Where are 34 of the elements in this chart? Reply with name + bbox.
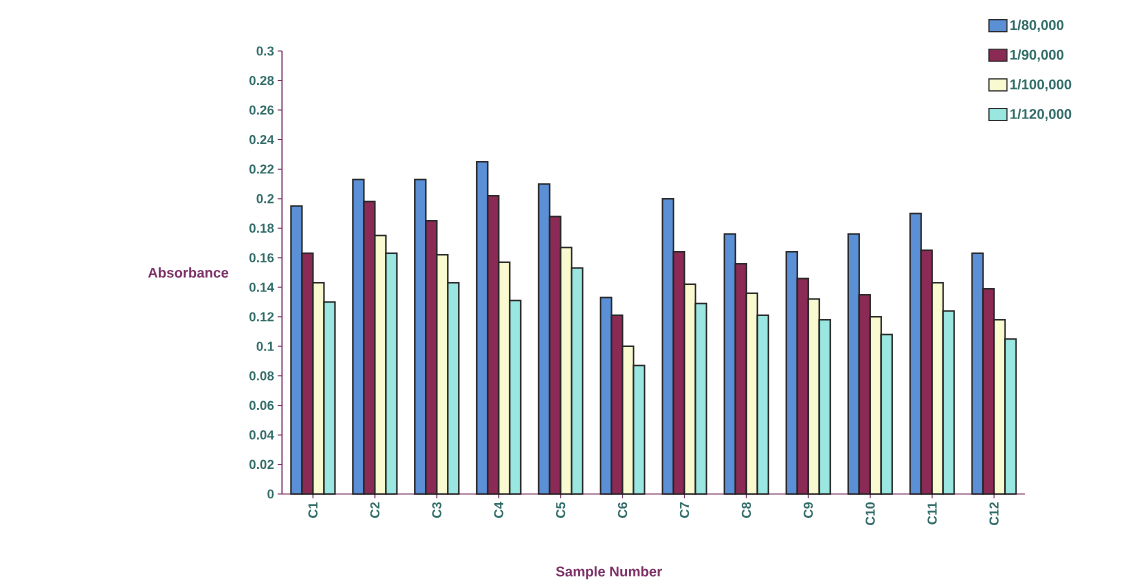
- x-tick-label: C4: [494, 501, 504, 518]
- y-tick-label: 0.08: [249, 371, 274, 381]
- y-tick-label: 0.06: [249, 400, 274, 410]
- x-tick-label: C10: [865, 502, 875, 526]
- x-axis-title: Sample Number: [556, 566, 662, 580]
- x-tick-label: C8: [741, 502, 751, 518]
- y-tick-label: 0.04: [249, 430, 275, 440]
- y-tick-label: 0.1: [256, 341, 274, 351]
- y-tick-label: 0.18: [249, 223, 274, 233]
- y-tick-label: 0: [267, 489, 274, 499]
- x-tick-label: C6: [617, 502, 628, 518]
- y-tick-label: 0.3: [256, 46, 274, 56]
- x-tick-label: C9: [803, 502, 813, 518]
- y-tick-label: 0.22: [249, 164, 274, 174]
- y-tick-label: 0.24: [249, 135, 275, 145]
- y-tick-label: 0.2: [256, 194, 274, 204]
- x-tick-label: C12: [989, 502, 999, 526]
- y-tick-label: 0.26: [249, 105, 274, 115]
- y-tick-label: 0.12: [249, 312, 274, 322]
- legend-label: 1/120,000: [1010, 108, 1072, 121]
- x-tick-label: C1: [308, 502, 318, 518]
- y-tick-label: 0.02: [249, 459, 274, 470]
- x-tick-label: C5: [556, 502, 566, 518]
- y-tick-label: 0.16: [249, 253, 274, 263]
- y-axis-title: Absorbance: [148, 267, 229, 278]
- x-tick-label: C7: [679, 502, 690, 518]
- x-tick-label: C11: [927, 502, 937, 525]
- x-tick-label: C2: [370, 502, 380, 518]
- legend-label: 1/100,000: [1010, 79, 1072, 92]
- y-tick-label: 0.14: [249, 282, 275, 292]
- legend-label: 1/80,000: [1010, 19, 1064, 33]
- legend-label: 1/90,000: [1010, 49, 1064, 62]
- x-tick-label: C3: [432, 502, 442, 518]
- y-tick-label: 0.28: [249, 75, 274, 86]
